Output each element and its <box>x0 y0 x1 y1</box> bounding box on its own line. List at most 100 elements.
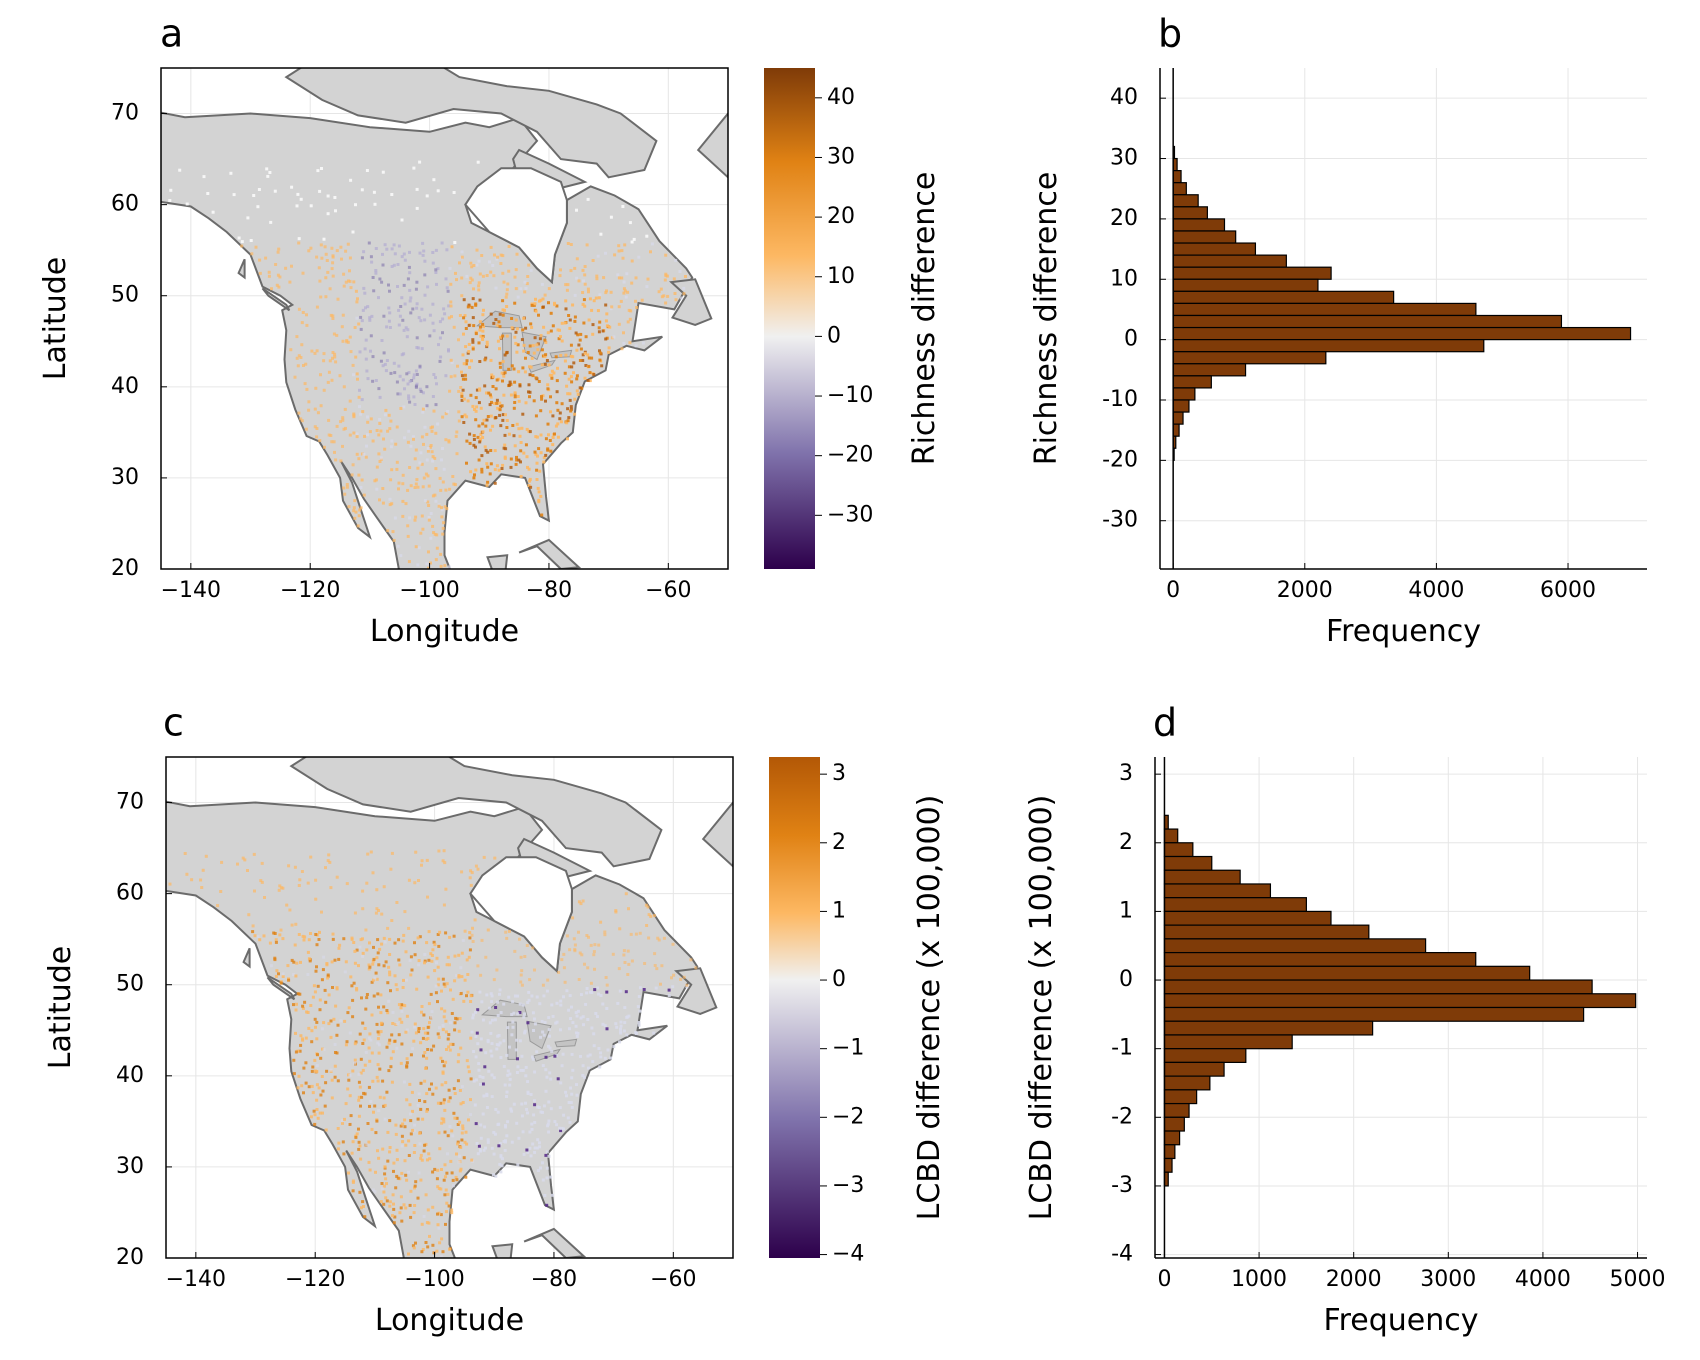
difference-pixel <box>444 438 448 442</box>
difference-pixel <box>477 259 481 263</box>
difference-pixel <box>322 352 326 356</box>
difference-pixel <box>496 339 500 343</box>
difference-pixel <box>402 933 406 937</box>
difference-pixel <box>522 316 526 320</box>
difference-pixel <box>273 956 277 960</box>
difference-pixel <box>466 973 470 976</box>
difference-pixel <box>431 251 435 254</box>
difference-pixel <box>436 189 440 193</box>
difference-pixel <box>526 1090 530 1094</box>
difference-pixel <box>446 1152 449 1156</box>
difference-pixel <box>252 852 256 856</box>
difference-pixel <box>342 385 346 389</box>
difference-pixel <box>465 439 469 443</box>
difference-pixel <box>505 1095 508 1098</box>
difference-pixel <box>519 973 523 977</box>
difference-pixel <box>178 168 182 172</box>
histogram-bar <box>1163 1075 1211 1091</box>
difference-pixel <box>599 994 603 997</box>
difference-pixel <box>374 971 378 975</box>
difference-pixel <box>576 392 580 396</box>
difference-pixel <box>513 391 517 395</box>
difference-pixel <box>434 991 438 995</box>
difference-pixel <box>569 375 573 379</box>
difference-pixel <box>379 1021 383 1025</box>
difference-pixel <box>419 451 423 455</box>
difference-pixel <box>435 282 438 286</box>
difference-pixel <box>522 1152 526 1156</box>
difference-pixel <box>452 325 456 329</box>
difference-pixel <box>505 292 509 296</box>
difference-pixel <box>457 419 461 423</box>
y-tick-label: 2 <box>1119 830 1133 855</box>
difference-pixel <box>417 1171 421 1175</box>
difference-pixel <box>521 366 525 370</box>
difference-pixel <box>551 443 555 447</box>
difference-pixel <box>348 433 352 437</box>
difference-pixel <box>324 1000 328 1004</box>
y-tick-label: 3 <box>1119 761 1133 786</box>
difference-pixel <box>492 321 496 325</box>
difference-pixel <box>397 1033 401 1037</box>
difference-pixel <box>427 1221 431 1225</box>
difference-pixel <box>488 260 491 264</box>
difference-pixel <box>489 449 493 452</box>
y-tick-label: 40 <box>111 374 139 399</box>
difference-pixel <box>441 331 444 335</box>
difference-pixel <box>565 989 569 993</box>
difference-pixel <box>380 339 384 342</box>
difference-pixel <box>413 486 417 489</box>
difference-pixel <box>377 433 381 437</box>
difference-pixel <box>598 1065 602 1069</box>
difference-pixel <box>374 271 378 275</box>
difference-pixel <box>415 382 419 386</box>
difference-pixel <box>474 445 477 449</box>
difference-pixel <box>531 946 535 950</box>
difference-pixel <box>513 444 517 448</box>
difference-pixel <box>493 468 497 472</box>
difference-pixel <box>382 936 386 940</box>
difference-pixel <box>585 987 589 990</box>
difference-pixel <box>428 445 432 449</box>
difference-pixel <box>420 863 423 867</box>
difference-pixel <box>419 1153 423 1157</box>
histogram-bar <box>1172 290 1395 305</box>
difference-pixel <box>381 170 385 174</box>
difference-pixel <box>577 279 581 283</box>
difference-pixel <box>415 280 419 284</box>
difference-pixel <box>330 1096 334 1100</box>
difference-pixel <box>420 307 424 311</box>
difference-pixel <box>377 1156 381 1160</box>
difference-pixel <box>281 975 285 978</box>
difference-pixel <box>440 506 443 510</box>
difference-pixel <box>360 996 363 1000</box>
difference-pixel <box>538 469 542 473</box>
difference-pixel <box>423 293 427 297</box>
difference-pixel <box>403 1118 407 1122</box>
difference-pixel <box>443 861 447 865</box>
difference-pixel <box>315 1098 319 1102</box>
difference-pixel <box>429 952 433 956</box>
difference-pixel <box>560 958 564 962</box>
difference-pixel <box>383 1103 387 1107</box>
difference-pixel <box>389 1065 393 1069</box>
difference-pixel <box>438 1241 442 1245</box>
difference-pixel <box>403 258 407 262</box>
difference-pixel <box>289 348 293 352</box>
difference-pixel <box>343 1019 347 1023</box>
difference-pixel <box>569 1017 572 1021</box>
difference-pixel <box>514 462 518 466</box>
difference-pixel <box>364 338 368 342</box>
difference-pixel <box>417 959 421 962</box>
difference-pixel <box>297 1074 301 1078</box>
difference-pixel <box>477 401 481 405</box>
difference-pixel <box>461 388 465 392</box>
difference-pixel <box>467 350 471 353</box>
difference-pixel <box>540 348 544 352</box>
difference-pixel <box>568 1120 572 1124</box>
difference-pixel <box>466 351 470 355</box>
difference-pixel <box>326 973 330 977</box>
difference-pixel <box>388 1038 392 1042</box>
difference-pixel <box>392 361 396 365</box>
difference-pixel <box>258 271 262 275</box>
